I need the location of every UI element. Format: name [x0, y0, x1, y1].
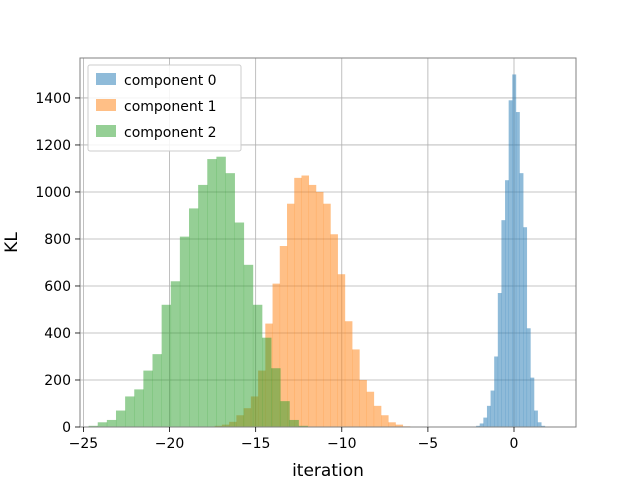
histogram-bar-series-2 [262, 337, 272, 427]
legend-swatch [96, 99, 116, 111]
histogram-bar-series-2 [170, 281, 181, 427]
histogram-bar-series-2 [134, 389, 144, 427]
histogram-bar-series-2 [243, 264, 254, 427]
histogram-bar-series-0 [526, 328, 531, 427]
legend-entry-label: component 0 [124, 73, 217, 89]
x-tick-label: −20 [155, 436, 185, 452]
histogram-bar-series-0 [501, 220, 506, 427]
histogram-bar-series-2 [216, 156, 226, 427]
histogram-bar-series-1 [381, 415, 389, 427]
histogram-bar-series-1 [294, 177, 302, 427]
y-tick-label: 400 [44, 326, 71, 342]
histogram-bar-series-1 [272, 283, 281, 427]
histogram-bar-series-1 [359, 379, 367, 427]
histogram-bar-series-1 [301, 175, 310, 427]
histogram-bar-series-0 [479, 423, 484, 427]
histogram-bar-series-2 [143, 370, 153, 427]
histogram-bar-series-1 [395, 424, 404, 427]
histogram-bar-series-1 [308, 184, 317, 427]
histogram-bar-series-0 [519, 173, 524, 427]
histogram-bar-series-0 [508, 100, 513, 428]
histogram-bar-series-0 [490, 390, 495, 427]
histogram-bar-series-2 [234, 222, 245, 427]
histogram-bar-series-0 [533, 410, 538, 427]
histogram-bar-series-2 [106, 419, 117, 427]
histogram-bar-series-2 [179, 236, 190, 427]
histogram-bar-series-0 [494, 356, 499, 427]
x-tick-label: −15 [241, 436, 271, 452]
legend-entry-label: component 2 [124, 125, 217, 141]
histogram-bar-series-2 [161, 304, 172, 427]
histogram-bar-series-0 [476, 425, 481, 427]
histogram-bar-series-2 [115, 410, 126, 427]
histogram-bar-series-1 [352, 349, 360, 427]
x-axis-label: iteration [292, 461, 364, 480]
x-tick-label: −10 [327, 436, 357, 452]
x-tick-label: −5 [418, 436, 439, 452]
histogram-bar-series-0 [505, 180, 509, 427]
legend: component 0 component 1 component 2 [87, 64, 242, 152]
histogram-bar-series-1 [330, 234, 338, 427]
histogram-bar-series-0 [483, 417, 488, 427]
legend-entry-label: component 1 [124, 99, 217, 115]
histogram-bar-series-0 [537, 422, 542, 427]
histogram-bar-series-1 [279, 246, 288, 427]
histogram-bar-series-2 [125, 396, 135, 427]
legend-swatch [96, 125, 116, 137]
histogram-bar-series-2 [289, 419, 299, 427]
histogram-bar-series-2 [152, 354, 162, 427]
histogram-bar-series-0 [530, 377, 535, 427]
histogram-bar-series-2 [207, 159, 217, 427]
histogram-bar-series-2 [298, 425, 308, 427]
y-tick-label: 800 [44, 232, 71, 248]
histogram-bar-series-1 [323, 203, 331, 427]
x-tick-label: −25 [69, 436, 99, 452]
histogram-bar-series-1 [373, 405, 382, 427]
histogram-bar-series-2 [252, 304, 263, 427]
histogram-bar-series-1 [366, 391, 375, 427]
y-axis-ticks: 0 200 400 600 800 1000 1200 1400 [35, 91, 80, 436]
histogram-bar-series-2 [88, 425, 99, 427]
histogram-bar-series-2 [280, 401, 290, 427]
histogram-bar-series-2 [189, 208, 199, 427]
plot-frame [79, 57, 577, 428]
histogram-bar-series-0 [486, 405, 491, 427]
y-tick-label: 600 [44, 279, 71, 295]
y-tick-label: 200 [44, 373, 71, 389]
histogram-bar-series-1 [344, 321, 353, 427]
legend-swatch [96, 73, 116, 85]
histogram-bar-series-2 [271, 368, 281, 427]
x-axis-ticks: −25 −20 −15 −10 −5 0 [69, 427, 519, 452]
histogram-bar-series-1 [388, 422, 396, 427]
histogram-bar-series-0 [497, 293, 502, 427]
histogram-bar-series-2 [97, 422, 108, 427]
histogram-bar-series-1 [315, 191, 324, 427]
y-tick-label: 1200 [35, 138, 71, 154]
histogram-bars [88, 74, 546, 428]
y-tick-label: 1400 [35, 91, 71, 107]
histogram-bar-series-1 [337, 274, 346, 427]
y-tick-label: 1000 [35, 185, 71, 201]
histogram-bar-series-2 [198, 184, 208, 427]
histogram-bar-series-0 [515, 112, 520, 428]
legend-box [87, 64, 242, 152]
histogram-bar-series-0 [541, 425, 546, 427]
histogram-bar-series-2 [225, 173, 235, 427]
x-tick-label: 0 [510, 436, 519, 452]
y-axis-label: KL [2, 232, 22, 253]
histogram-bar-series-0 [512, 74, 517, 427]
histogram-bar-series-1 [287, 203, 295, 427]
histogram-bar-series-0 [523, 227, 528, 427]
y-tick-label: 0 [62, 420, 71, 436]
